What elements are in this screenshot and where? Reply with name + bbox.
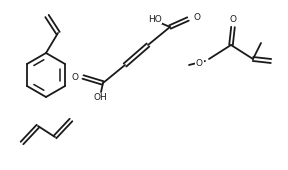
Text: O: O [71,73,78,82]
Text: HO: HO [148,14,162,23]
Text: O: O [193,13,200,21]
Text: OH: OH [93,94,107,103]
Text: O: O [196,58,203,67]
Text: O: O [230,15,236,24]
